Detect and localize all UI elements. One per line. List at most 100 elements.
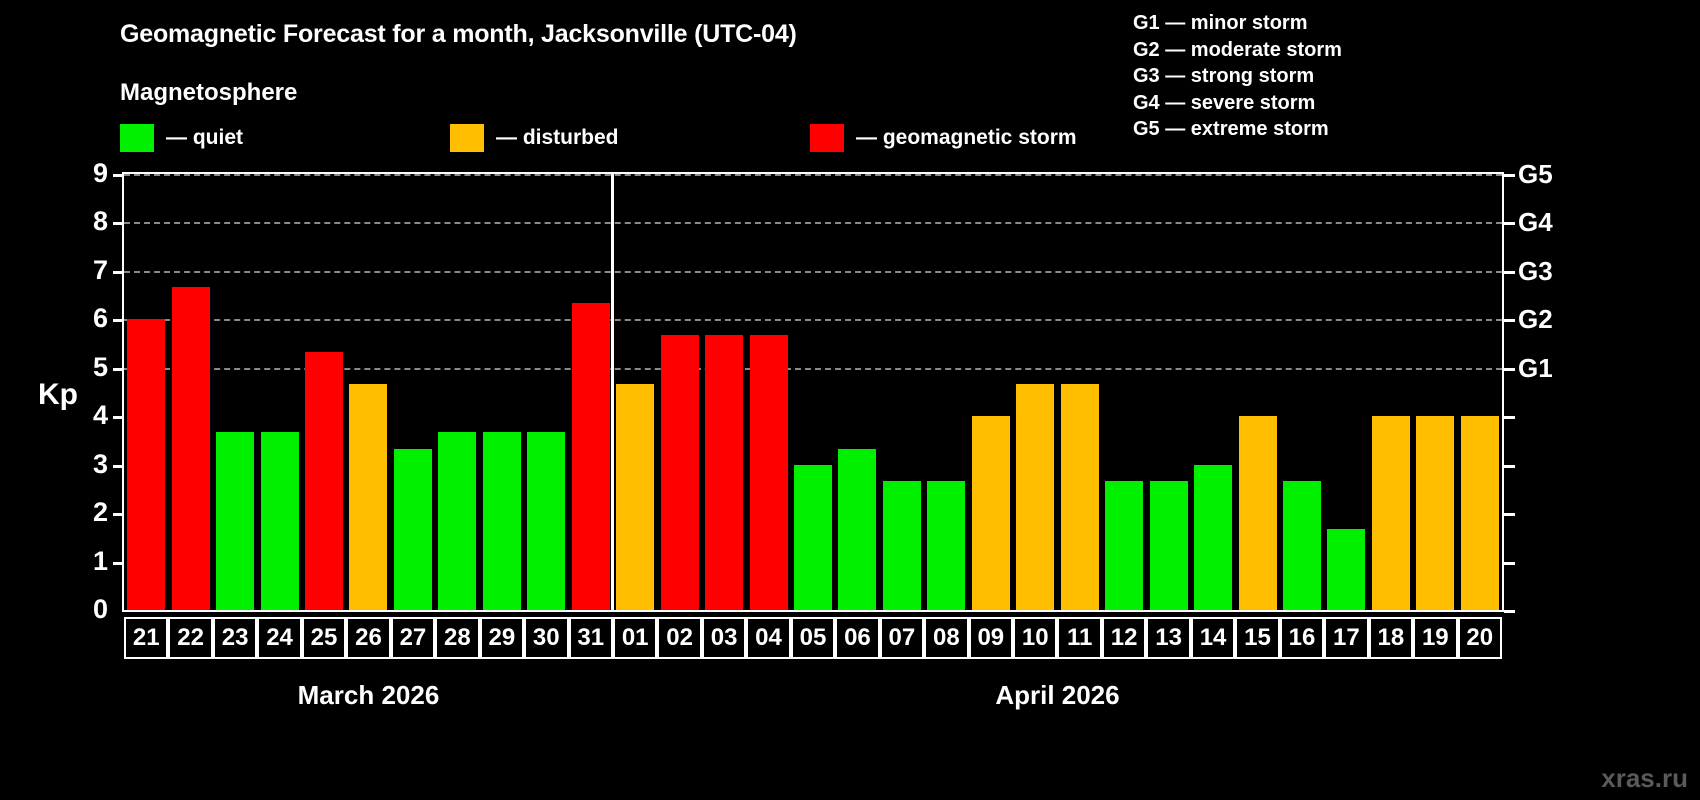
bar-12[interactable] xyxy=(1105,480,1144,610)
bar-16[interactable] xyxy=(1282,480,1321,610)
g-minor-tick-2 xyxy=(1504,513,1515,517)
y-tick-label-5: 5 xyxy=(92,351,108,382)
bar-04[interactable] xyxy=(749,335,788,610)
y-tick-mark-6 xyxy=(113,319,123,323)
bar-13[interactable] xyxy=(1149,480,1188,610)
g-tick-mark-G5 xyxy=(1504,174,1515,177)
y-tick-mark-5 xyxy=(113,367,123,371)
y-tick-mark-9 xyxy=(113,174,123,177)
bar-06[interactable] xyxy=(838,448,877,610)
g-minor-tick-3 xyxy=(1504,464,1515,468)
bar-23[interactable] xyxy=(216,432,255,610)
g-tick-label-G1: G1 xyxy=(1518,352,1553,383)
bar-18[interactable] xyxy=(1371,416,1410,610)
date-box-24[interactable]: 24 xyxy=(257,617,302,659)
gridline-kp-9 xyxy=(124,174,1502,176)
y-tick-label-8: 8 xyxy=(92,206,108,237)
bar-03[interactable] xyxy=(705,335,744,610)
bar-28[interactable] xyxy=(438,432,477,610)
g-tick-label-G4: G4 xyxy=(1518,207,1553,238)
date-axis: 21 22 23 24 25 26 27 28 29 30 31 01 02 03 04 05 06 07 08 09… xyxy=(124,617,1502,659)
g-scale-legend: G1 — minor storm G2 — moderate storm G3 — … xyxy=(1133,10,1463,143)
bar-07[interactable] xyxy=(882,480,921,610)
g-minor-tick-4 xyxy=(1504,416,1515,420)
bar-14[interactable] xyxy=(1194,464,1233,610)
y-tick-label-0: 0 xyxy=(92,594,108,624)
date-box-27[interactable]: 27 xyxy=(390,617,436,659)
date-box-22[interactable]: 22 xyxy=(168,617,213,659)
date-box-14[interactable]: 14 xyxy=(1190,617,1236,659)
bar-25[interactable] xyxy=(305,351,344,610)
date-box-04[interactable]: 04 xyxy=(746,617,791,659)
bar-09[interactable] xyxy=(971,416,1010,610)
date-box-06[interactable]: 06 xyxy=(835,617,880,659)
g-tick-mark-G4 xyxy=(1504,222,1515,226)
bar-24[interactable] xyxy=(260,432,299,610)
legend-label: — quiet xyxy=(166,126,243,149)
date-box-23[interactable]: 23 xyxy=(212,617,258,659)
y-tick-label-1: 1 xyxy=(92,545,108,576)
date-box-13[interactable]: 13 xyxy=(1146,617,1191,659)
disturbed-legend: — disturbed xyxy=(450,122,619,154)
bar-08[interactable] xyxy=(927,480,966,610)
gridline-kp-8 xyxy=(124,222,1502,225)
g-minor-tick-1 xyxy=(1504,561,1515,565)
bar-01[interactable] xyxy=(616,383,655,610)
legend-swatch-icon xyxy=(120,124,154,152)
bar-15[interactable] xyxy=(1238,416,1277,610)
y-tick-mark-7 xyxy=(113,270,123,274)
date-box-26[interactable]: 26 xyxy=(346,617,391,659)
legend-label: — geomagnetic storm xyxy=(856,126,1077,149)
date-box-12[interactable]: 12 xyxy=(1101,617,1147,659)
bar-29[interactable] xyxy=(482,432,521,610)
date-box-15[interactable]: 15 xyxy=(1235,617,1280,659)
y-tick-mark-3 xyxy=(113,464,123,468)
date-box-28[interactable]: 28 xyxy=(435,617,480,659)
storm-legend: — geomagnetic storm xyxy=(810,122,1077,154)
bar-31[interactable] xyxy=(571,303,610,610)
y-tick-label-7: 7 xyxy=(92,254,108,285)
bar-05[interactable] xyxy=(793,464,832,610)
bar-17[interactable] xyxy=(1327,529,1366,610)
date-box-17[interactable]: 17 xyxy=(1324,617,1369,659)
date-box-21[interactable]: 21 xyxy=(124,617,169,659)
y-tick-label-4: 4 xyxy=(92,400,108,431)
date-box-19[interactable]: 19 xyxy=(1413,617,1458,659)
date-box-08[interactable]: 08 xyxy=(924,617,969,659)
bar-20[interactable] xyxy=(1460,416,1499,610)
date-box-20[interactable]: 20 xyxy=(1457,617,1502,659)
date-box-03[interactable]: 03 xyxy=(701,617,747,659)
bar-26[interactable] xyxy=(349,383,388,610)
date-box-07[interactable]: 07 xyxy=(879,617,925,659)
date-box-02[interactable]: 02 xyxy=(657,617,702,659)
y-tick-mark-2 xyxy=(113,513,123,517)
bar-19[interactable] xyxy=(1416,416,1455,610)
date-box-25[interactable]: 25 xyxy=(301,617,347,659)
date-box-10[interactable]: 10 xyxy=(1013,617,1058,659)
bar-11[interactable] xyxy=(1060,383,1099,610)
y-tick-mark-8 xyxy=(113,222,123,226)
date-box-16[interactable]: 16 xyxy=(1279,617,1325,659)
date-box-05[interactable]: 05 xyxy=(790,617,836,659)
month-caption-1: April 2026 xyxy=(995,680,1120,710)
bar-27[interactable] xyxy=(393,448,432,610)
date-box-18[interactable]: 18 xyxy=(1368,617,1414,659)
bar-10[interactable] xyxy=(1016,383,1055,610)
g-legend-row-1: G1 — minor storm xyxy=(1133,12,1308,34)
date-box-31[interactable]: 31 xyxy=(568,617,613,659)
y-tick-label-6: 6 xyxy=(92,303,108,334)
bar-21[interactable] xyxy=(127,319,166,610)
date-box-11[interactable]: 11 xyxy=(1057,617,1102,659)
month-caption-0: March 2026 xyxy=(297,680,440,710)
g-legend-row-4: G4 — severe storm xyxy=(1133,91,1316,114)
date-box-30[interactable]: 30 xyxy=(524,617,569,659)
chart-plot-area xyxy=(122,172,1504,612)
bar-02[interactable] xyxy=(660,335,699,610)
date-box-09[interactable]: 09 xyxy=(968,617,1014,659)
y-tick-mark-4 xyxy=(113,416,123,420)
bar-30[interactable] xyxy=(527,432,566,610)
date-box-01[interactable]: 01 xyxy=(612,617,658,659)
g-legend-row-5: G5 — extreme storm xyxy=(1133,118,1329,140)
bar-22[interactable] xyxy=(171,286,210,610)
date-box-29[interactable]: 29 xyxy=(479,617,525,659)
